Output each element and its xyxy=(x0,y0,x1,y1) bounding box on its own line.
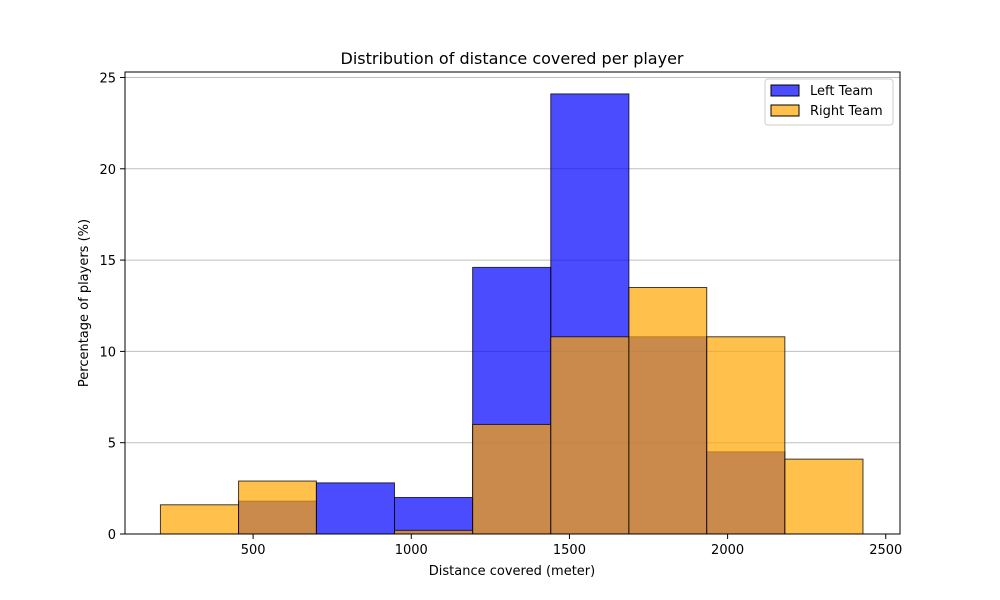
y-axis-label: Percentage of players (%) xyxy=(77,219,92,387)
legend-label-right-team: Right Team xyxy=(810,104,883,119)
y-tick-label-0: 0 xyxy=(108,528,116,543)
y-tick-label-10: 10 xyxy=(99,345,116,360)
y-tick-label-5: 5 xyxy=(108,437,116,452)
bar-right-team-1 xyxy=(238,480,317,535)
x-axis: 500 1000 1500 2000 2500 xyxy=(241,534,902,558)
y-tick-label-20: 20 xyxy=(99,163,116,178)
bar-right-team-4 xyxy=(472,423,552,535)
legend-swatch-right-team xyxy=(770,104,800,117)
plot-area-frame xyxy=(124,71,901,535)
bar-right-team-5 xyxy=(550,336,630,535)
x-tick-label-1000: 1000 xyxy=(395,543,428,558)
bar-right-team-3 xyxy=(394,529,474,535)
bar-left-team-3 xyxy=(394,496,474,535)
legend-label-left-team: Left Team xyxy=(810,84,873,99)
x-tick-label-2000: 2000 xyxy=(711,543,744,558)
y-tick-label-15: 15 xyxy=(99,254,116,269)
legend-swatch-left-team xyxy=(770,84,800,97)
bar-right-team-8 xyxy=(784,458,864,535)
bar-right-team-7 xyxy=(706,336,786,535)
chart-title: Distribution of distance covered per pla… xyxy=(341,49,684,68)
x-axis-label: Distance covered (meter) xyxy=(429,564,595,579)
y-axis: 0 5 10 15 20 25 xyxy=(99,71,125,543)
y-tick-label-25: 25 xyxy=(99,71,116,86)
x-tick-label-500: 500 xyxy=(241,543,266,558)
legend: Left Team Right Team xyxy=(764,78,894,126)
x-tick-label-2500: 2500 xyxy=(869,543,902,558)
x-tick-label-1500: 1500 xyxy=(553,543,586,558)
bars xyxy=(159,93,864,535)
bar-right-team-0 xyxy=(159,504,240,535)
bar-right-team-6 xyxy=(628,286,708,535)
bar-left-team-2 xyxy=(315,482,396,535)
